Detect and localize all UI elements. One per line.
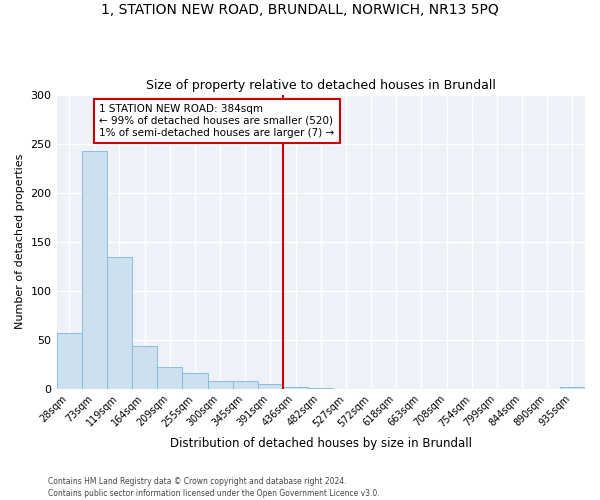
Bar	[56, 333, 82, 389]
Bar	[560, 387, 585, 389]
Text: 1, STATION NEW ROAD, BRUNDALL, NORWICH, NR13 5PQ: 1, STATION NEW ROAD, BRUNDALL, NORWICH, …	[101, 2, 499, 16]
X-axis label: Distribution of detached houses by size in Brundall: Distribution of detached houses by size …	[170, 437, 472, 450]
Title: Size of property relative to detached houses in Brundall: Size of property relative to detached ho…	[146, 79, 496, 92]
Bar	[182, 373, 208, 389]
Bar	[258, 384, 283, 389]
Bar	[233, 381, 258, 389]
Y-axis label: Number of detached properties: Number of detached properties	[15, 154, 25, 330]
Bar	[208, 381, 233, 389]
Bar	[283, 387, 308, 389]
Text: 1 STATION NEW ROAD: 384sqm
← 99% of detached houses are smaller (520)
1% of semi: 1 STATION NEW ROAD: 384sqm ← 99% of deta…	[100, 104, 335, 138]
Text: Contains HM Land Registry data © Crown copyright and database right 2024.
Contai: Contains HM Land Registry data © Crown c…	[48, 476, 380, 498]
Bar	[132, 346, 157, 389]
Bar	[107, 258, 132, 389]
Bar	[82, 152, 107, 389]
Bar	[157, 367, 182, 389]
Bar	[308, 388, 334, 389]
